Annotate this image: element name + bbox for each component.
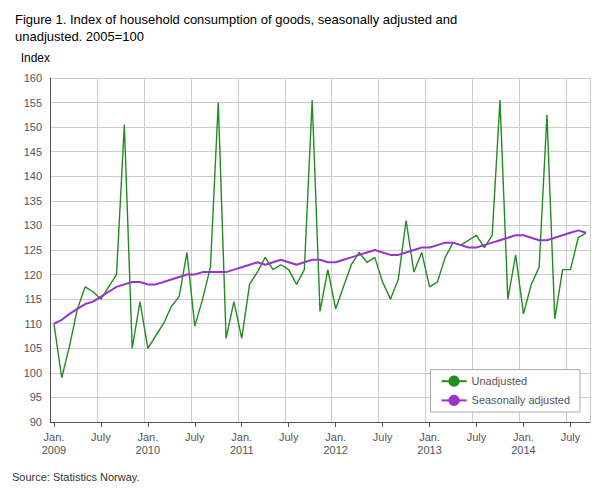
svg-text:Jan.: Jan. [325,431,346,443]
svg-text:July: July [561,431,581,443]
svg-text:July: July [185,431,205,443]
svg-text:Figure 1. Index of household c: Figure 1. Index of household consumption… [15,12,457,27]
svg-text:unadjusted. 2005=100: unadjusted. 2005=100 [15,29,144,44]
svg-text:105: 105 [24,342,42,354]
svg-text:130: 130 [24,219,42,231]
svg-text:2014: 2014 [511,444,535,456]
svg-text:Unadjusted: Unadjusted [472,375,528,387]
svg-text:Jan.: Jan. [44,431,65,443]
svg-text:2012: 2012 [323,444,347,456]
svg-text:155: 155 [24,97,42,109]
svg-text:90: 90 [30,416,42,428]
svg-text:135: 135 [24,195,42,207]
svg-text:Jan.: Jan. [231,431,252,443]
svg-text:115: 115 [24,293,42,305]
svg-text:July: July [91,431,111,443]
svg-text:125: 125 [24,244,42,256]
svg-text:150: 150 [24,121,42,133]
svg-text:Jan.: Jan. [137,431,158,443]
svg-text:160: 160 [24,72,42,84]
svg-text:Seasonally adjusted: Seasonally adjusted [472,394,570,406]
svg-text:145: 145 [24,146,42,158]
svg-text:100: 100 [24,367,42,379]
svg-text:110: 110 [24,318,42,330]
svg-text:140: 140 [24,170,42,182]
svg-text:Jan.: Jan. [513,431,534,443]
svg-text:July: July [467,431,487,443]
svg-text:Jan.: Jan. [419,431,440,443]
svg-text:July: July [373,431,393,443]
svg-text:2010: 2010 [136,444,160,456]
svg-text:Index: Index [21,51,50,65]
svg-text:120: 120 [24,269,42,281]
svg-text:Source: Statistics Norway.: Source: Statistics Norway. [12,471,140,483]
svg-text:95: 95 [30,391,42,403]
svg-text:2011: 2011 [230,444,254,456]
svg-text:2013: 2013 [417,444,441,456]
svg-text:July: July [279,431,299,443]
svg-text:2009: 2009 [42,444,66,456]
